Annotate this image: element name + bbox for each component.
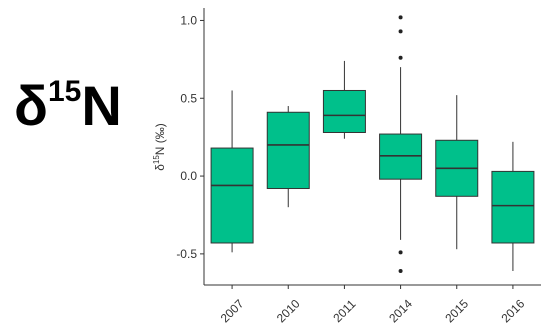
chart-marks	[210, 15, 535, 273]
y-tick-label: 0.5	[180, 91, 197, 105]
box-2007	[210, 90, 254, 253]
iqr-box	[491, 170, 535, 244]
outlier-point	[398, 15, 403, 20]
box-2015	[435, 95, 479, 250]
y-axis-label-rest: N (‰)	[153, 123, 167, 155]
box-2014	[379, 15, 423, 273]
y-tick-label: 0.0	[180, 169, 197, 183]
iqr-box	[266, 111, 310, 190]
y-axis-label: δ15N (‰)	[152, 123, 167, 171]
element-symbol: N	[81, 74, 122, 137]
outlier-point	[398, 29, 403, 34]
delta-15n-label: δ15N	[14, 75, 122, 134]
y-tick-label: 1.0	[180, 13, 197, 27]
x-tick-label: 2007	[218, 296, 247, 325]
x-tick-label: 2016	[499, 296, 528, 325]
x-tick-label: 2014	[386, 296, 415, 325]
y-tick-label: -0.5	[176, 247, 197, 261]
outlier-point	[398, 55, 403, 60]
box-2011	[322, 60, 366, 139]
outlier-point	[398, 268, 403, 273]
outlier-point	[398, 250, 403, 255]
y-axis-label-delta: δ	[153, 164, 167, 171]
box-2010	[266, 106, 310, 208]
isotope-superscript: 15	[47, 75, 82, 109]
x-tick-label: 2015	[442, 296, 471, 325]
x-tick-label: 2011	[330, 297, 358, 325]
iqr-box	[210, 147, 254, 244]
delta-symbol: δ	[14, 74, 48, 137]
box-2016	[491, 141, 535, 271]
iqr-box	[322, 89, 366, 133]
x-tick-label: 2010	[274, 296, 303, 325]
y-axis-label-superscript: 15	[152, 155, 161, 164]
